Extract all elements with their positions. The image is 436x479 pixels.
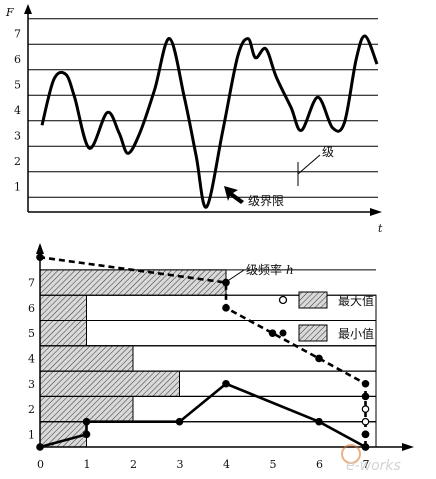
top-y-tick-labels: 1 2 3 4 5 6 7	[14, 28, 21, 194]
top-chart: F t 1 2 3 4 5 6 7 级 级界限	[5, 4, 383, 235]
legend-max-swatch	[298, 291, 328, 309]
max-point	[361, 379, 370, 388]
min-point	[36, 443, 44, 451]
bottom-x-tick-labels: 0 1 2 3 4 5 6 7	[37, 458, 370, 471]
legend: 最大值 最小值	[278, 291, 374, 342]
level-leader-line	[297, 154, 321, 175]
bottom-bars	[39, 269, 377, 448]
level-annotation: 级	[322, 145, 334, 159]
max-point	[361, 417, 370, 426]
min-frequency-bar	[39, 294, 87, 322]
top-y-tick-label: 7	[14, 28, 21, 41]
bottom-chart: 1 2 3 4 5 6 7 0 1 2 3 4 5 6 7 级频率 h 最大值 最小值	[28, 243, 414, 471]
bottom-x-tick-label: 4	[223, 458, 230, 471]
min-point	[222, 379, 230, 388]
bottom-x-tick-label: 0	[37, 458, 44, 471]
top-y-tick-label: 3	[14, 130, 21, 143]
max-point	[315, 354, 323, 363]
min-frequency-bar	[39, 370, 180, 397]
top-y-tick-label: 6	[14, 53, 21, 66]
top-x-arrow-icon	[370, 208, 382, 216]
legend-min-swatch	[298, 324, 328, 342]
top-y-tick-label: 1	[14, 181, 21, 194]
bottom-y-tick-label: 5	[28, 327, 35, 340]
max-point	[361, 392, 370, 401]
freq-symbol: h	[286, 263, 294, 277]
min-frequency-bar	[39, 345, 134, 372]
bottom-x-tick-label: 2	[130, 458, 137, 471]
freq-label-text: 级频率	[246, 262, 282, 277]
e-works-logo: e-works	[341, 444, 401, 474]
min-point	[175, 417, 184, 426]
max-point	[36, 253, 44, 262]
bottom-y-tick-label: 1	[28, 428, 35, 441]
max-point	[361, 443, 370, 451]
bottom-y-tick-labels: 1 2 3 4 5 6 7	[28, 277, 35, 442]
top-y-tick-label: 5	[14, 79, 21, 92]
watermark-text: e-works	[346, 458, 401, 474]
bottom-y-tick-label: 2	[28, 403, 35, 416]
bottom-y-tick-label: 3	[28, 378, 35, 391]
bottom-x-tick-label: 1	[84, 458, 91, 471]
max-frequency-bar	[39, 269, 227, 296]
bottom-x-arrow-icon	[402, 443, 414, 451]
top-y-tick-label: 4	[14, 104, 21, 117]
logo-circle-icon	[341, 444, 361, 464]
top-y-axis-label: F	[5, 6, 14, 19]
bottom-x-tick-label: 3	[177, 458, 184, 471]
freq-leader-line	[225, 269, 245, 283]
bottom-x-tick-label: 7	[363, 458, 370, 471]
min-point	[82, 417, 91, 426]
boundary-arrow-icon	[224, 186, 244, 204]
boundary-annotation: 级界限	[248, 194, 284, 208]
min-point	[82, 430, 91, 439]
max-point	[268, 329, 277, 337]
bottom-y-arrow-icon	[36, 243, 44, 254]
bottom-points	[36, 253, 370, 451]
top-x-axis-label: t	[378, 222, 383, 235]
legend-max-label: 最大值	[338, 293, 374, 308]
bottom-x-tick-label: 5	[270, 458, 277, 471]
max-point	[222, 304, 230, 312]
bottom-x-tick-label: 6	[316, 458, 323, 471]
legend-filled-marker-icon	[279, 329, 287, 337]
legend-open-marker-icon	[278, 295, 288, 305]
min-frequency-bar	[39, 421, 87, 448]
max-point	[361, 405, 370, 413]
bottom-y-tick-label: 7	[28, 277, 35, 290]
freq-label: 级频率 h	[246, 262, 294, 277]
top-y-tick-label: 2	[14, 155, 21, 168]
load-signal-curve	[40, 34, 379, 209]
min-frequency-bar	[39, 320, 87, 347]
bottom-y-tick-label: 4	[28, 352, 35, 365]
max-point	[361, 430, 370, 439]
min-point	[315, 417, 323, 426]
bottom-y-tick-label: 6	[28, 302, 35, 315]
top-y-arrow-icon	[24, 4, 32, 14]
legend-min-label: 最小值	[338, 326, 374, 341]
